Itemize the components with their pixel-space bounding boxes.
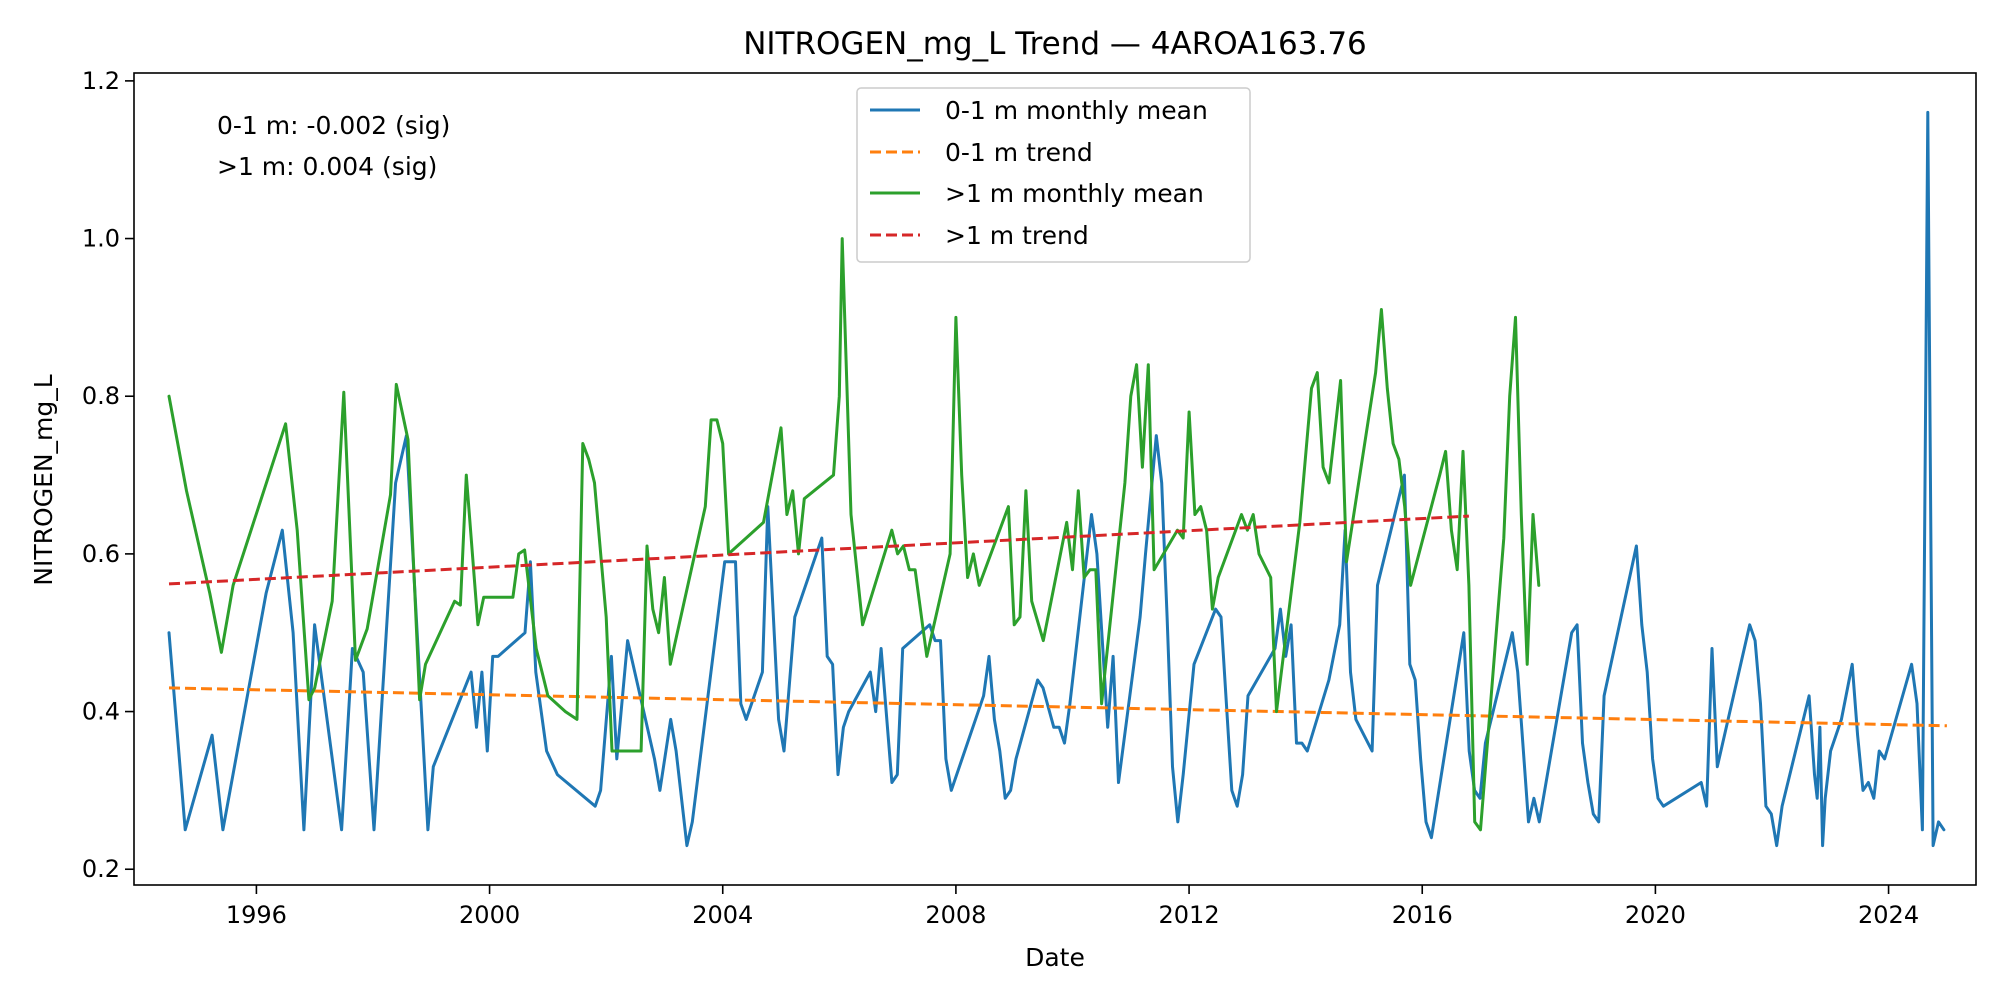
y-tick-label: 1.0 bbox=[82, 225, 120, 253]
series-shallow-mean bbox=[167, 110, 1946, 848]
x-tick-label: 2004 bbox=[692, 901, 753, 929]
x-tick-label: 2000 bbox=[459, 901, 520, 929]
x-ticks: 1996 2000 2004 2008 2012 2016 2020 2024 bbox=[226, 885, 1919, 929]
series-deep-trend bbox=[168, 514, 1469, 586]
y-tick-label: 1.2 bbox=[82, 67, 120, 95]
legend-label-deep-trend: >1 m trend bbox=[945, 221, 1089, 250]
legend-box bbox=[856, 87, 1251, 263]
annotation-shallow: 0-1 m: -0.002 (sig) bbox=[217, 111, 450, 140]
y-tick-label: 0.8 bbox=[82, 382, 120, 410]
x-tick-label: 2012 bbox=[1159, 901, 1220, 929]
y-axis-label: NITROGEN_mg_L bbox=[29, 374, 58, 585]
legend-label-shallow-mean: 0-1 m monthly mean bbox=[945, 96, 1208, 125]
legend: 0-1 m monthly mean 0-1 m trend >1 m mont… bbox=[856, 87, 1251, 263]
series-deep-mean bbox=[167, 237, 1541, 832]
series-shallow-trend bbox=[168, 686, 1947, 728]
plot-lines bbox=[167, 110, 1947, 848]
x-tick-label: 1996 bbox=[226, 901, 287, 929]
x-tick-label: 2024 bbox=[1858, 901, 1919, 929]
plot-frame bbox=[133, 72, 1977, 886]
x-tick-label: 2016 bbox=[1392, 901, 1453, 929]
y-tick-label: 0.4 bbox=[82, 698, 120, 726]
x-tick-label: 2008 bbox=[925, 901, 986, 929]
chart-title: NITROGEN_mg_L Trend — 4AROA163.76 bbox=[743, 26, 1367, 62]
legend-label-shallow-trend: 0-1 m trend bbox=[945, 138, 1093, 167]
y-tick-label: 0.2 bbox=[82, 855, 120, 883]
x-tick-label: 2020 bbox=[1625, 901, 1686, 929]
x-axis-label: Date bbox=[1025, 943, 1085, 972]
y-tick-label: 0.6 bbox=[82, 540, 120, 568]
legend-label-deep-mean: >1 m monthly mean bbox=[945, 179, 1204, 208]
annotation-deep: >1 m: 0.004 (sig) bbox=[217, 152, 437, 181]
y-ticks: 0.2 0.4 0.6 0.8 1.0 1.2 bbox=[82, 67, 134, 883]
